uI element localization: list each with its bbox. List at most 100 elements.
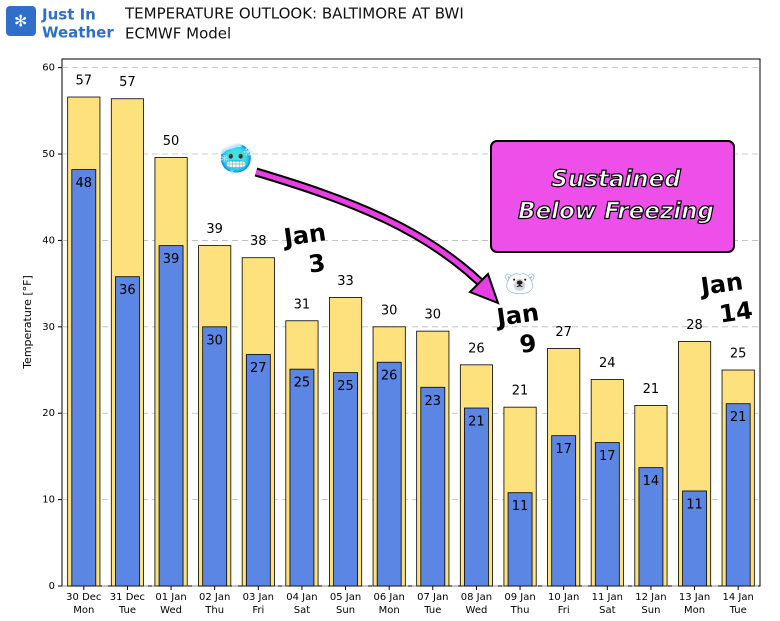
y-tick-label: 60	[42, 63, 55, 74]
bar	[333, 372, 358, 587]
data-label: 39	[206, 222, 223, 237]
arrow	[255, 169, 492, 294]
logo-snow: ✻	[14, 12, 27, 31]
x-tick-label: 02 Jan	[199, 592, 230, 603]
y-axis-label: Temperature [°F]	[21, 275, 34, 370]
y-tick-label: 40	[42, 235, 55, 246]
bar	[682, 490, 707, 587]
data-label: 26	[381, 369, 398, 384]
x-tick-sublabel: Mon	[379, 605, 400, 616]
logo-text: Just In	[41, 6, 96, 24]
callout-text: Below Freezing	[518, 199, 714, 225]
bar	[202, 326, 228, 587]
y-tick-label: 20	[42, 408, 55, 419]
x-tick-label: 11 Jan	[592, 592, 623, 603]
data-label: 26	[468, 341, 485, 356]
x-tick-label: 30 Dec	[66, 592, 101, 603]
annotation: Jan	[280, 218, 328, 252]
bar	[464, 407, 489, 587]
data-label: 21	[730, 410, 747, 425]
bar	[376, 361, 402, 587]
bar	[594, 442, 620, 587]
bar	[71, 169, 97, 587]
data-label: 39	[163, 252, 180, 267]
callout-text: Sustained	[551, 167, 681, 193]
data-label: 28	[686, 318, 703, 333]
data-label: 21	[643, 382, 660, 397]
x-tick-sublabel: Thu	[510, 605, 530, 616]
data-label: 33	[337, 274, 354, 289]
bar	[158, 245, 184, 587]
bar	[289, 368, 315, 587]
data-label: 24	[599, 356, 616, 371]
logo-text: Weather	[42, 24, 114, 42]
x-tick-label: 06 Jan	[374, 592, 405, 603]
x-tick-sublabel: Mon	[73, 605, 94, 616]
chart-title: TEMPERATURE OUTLOOK: BALTIMORE AT BWI	[124, 5, 464, 23]
data-label: 25	[337, 379, 354, 394]
x-tick-label: 12 Jan	[635, 592, 666, 603]
x-tick-sublabel: Fri	[558, 605, 570, 616]
icon: 🥶	[219, 141, 254, 175]
annotation: 14	[717, 296, 754, 328]
x-tick-label: 13 Jan	[679, 592, 710, 603]
x-tick-label: 01 Jan	[155, 592, 186, 603]
x-tick-label: 10 Jan	[548, 592, 579, 603]
x-tick-label: 05 Jan	[330, 592, 361, 603]
x-tick-sublabel: Tue	[729, 605, 747, 616]
data-label: 57	[76, 74, 93, 89]
x-tick-sublabel: Sat	[294, 605, 310, 616]
x-tick-sublabel: Sat	[599, 605, 615, 616]
x-tick-sublabel: Fri	[252, 605, 264, 616]
x-tick-label: 09 Jan	[504, 592, 535, 603]
y-tick-label: 30	[42, 322, 55, 333]
x-tick-label: 08 Jan	[461, 592, 492, 603]
data-label: 21	[512, 384, 529, 399]
data-label: 31	[294, 297, 311, 312]
chart-subtitle: ECMWF Model	[125, 25, 231, 43]
data-label: 23	[425, 394, 442, 409]
x-tick-sublabel: Tue	[118, 605, 136, 616]
icon: 🐻‍❄️	[504, 270, 536, 300]
y-tick-label: 50	[42, 149, 55, 160]
data-label: 30	[425, 308, 442, 323]
annotation: Jan	[493, 298, 541, 332]
y-tick-label: 0	[49, 581, 55, 592]
bar	[245, 354, 271, 587]
logo-icon	[6, 6, 36, 36]
data-label: 36	[119, 283, 136, 298]
x-tick-sublabel: Sun	[641, 605, 660, 616]
data-label: 48	[76, 176, 93, 191]
x-tick-sublabel: Wed	[466, 605, 488, 616]
data-label: 17	[599, 449, 616, 464]
x-tick-label: 07 Jan	[417, 592, 448, 603]
callout-box	[490, 140, 735, 253]
data-label: 30	[206, 333, 223, 348]
data-label: 30	[381, 303, 398, 318]
bar	[507, 492, 533, 587]
data-label: 25	[730, 347, 747, 362]
x-tick-label: 14 Jan	[723, 592, 754, 603]
y-tick-label: 10	[42, 495, 55, 506]
annotation: 9	[518, 329, 538, 359]
bar	[551, 435, 577, 587]
bar	[115, 276, 140, 587]
x-tick-sublabel: Thu	[204, 605, 224, 616]
annotation: 3	[307, 249, 327, 279]
data-label: 27	[250, 361, 267, 376]
annotation: Jan	[697, 267, 745, 301]
data-label: 14	[643, 474, 660, 489]
x-tick-sublabel: Tue	[423, 605, 441, 616]
data-label: 25	[294, 376, 311, 391]
data-label: 17	[555, 442, 572, 457]
data-label: 21	[468, 415, 485, 430]
x-tick-sublabel: Wed	[160, 605, 182, 616]
bar	[420, 386, 446, 587]
x-tick-sublabel: Mon	[684, 605, 705, 616]
x-tick-sublabel: Sun	[336, 605, 355, 616]
data-label: 38	[250, 234, 267, 249]
data-label: 11	[686, 497, 703, 512]
bar	[638, 467, 664, 587]
arrow-head	[468, 272, 500, 305]
